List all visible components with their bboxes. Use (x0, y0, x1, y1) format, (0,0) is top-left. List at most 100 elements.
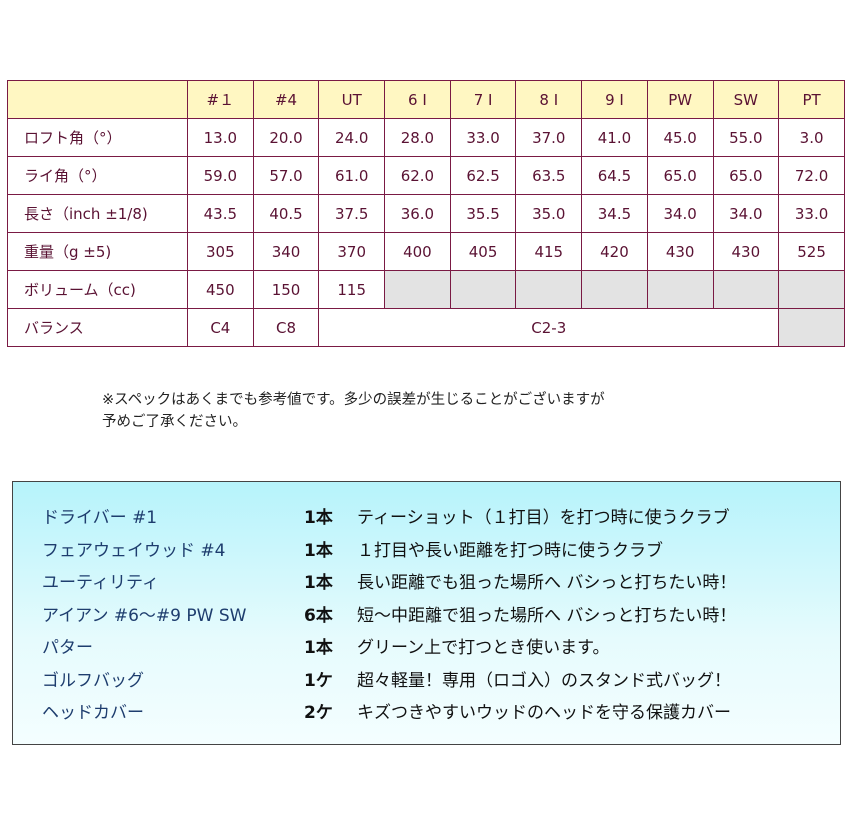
item-quantity: 1ケ (304, 670, 333, 691)
cell: 64.5 (581, 156, 648, 195)
item-name: ゴルフバッグ (42, 670, 144, 691)
col-header: 8 I (515, 80, 583, 119)
empty-cell (449, 270, 517, 309)
cell: 40.5 (252, 194, 320, 233)
cell: 34.0 (712, 194, 780, 233)
item-description: キズつきやすいウッドのヘッドを守る保護カバー (357, 703, 731, 723)
item-description: 超々軽量！専用（ロゴ入）のスタンド式バッグ！ (357, 670, 731, 691)
item-quantity: 1本 (304, 540, 333, 561)
cell: 35.0 (515, 194, 583, 233)
table-row: バランス C4 C8 C2-3 (7, 308, 845, 347)
cell: 305 (187, 232, 254, 271)
cell: 115 (318, 270, 386, 309)
cell: 65.0 (646, 156, 714, 195)
empty-cell (515, 270, 583, 309)
col-header: 9 I (581, 80, 648, 119)
item-description: 長い距離でも狙った場所へ バシっと打ちたい時！ (357, 573, 737, 593)
cell: 150 (252, 270, 320, 309)
item-quantity: 1本 (304, 508, 333, 528)
cell: 3.0 (778, 118, 845, 157)
cell: 34.0 (646, 194, 714, 233)
row-label: ボリューム（cc) (7, 270, 188, 309)
set-contents-box: ドライバー #1 1本 ティーショット（１打目）を打つ時に使うクラブフェアウェイウッ… (12, 481, 841, 745)
empty-cell (581, 270, 648, 309)
table-row: ロフト角（°） 13.0 20.0 24.0 28.0 33.0 37.0 41.0 45.0 5… (7, 118, 845, 157)
item-name: パター (42, 638, 93, 658)
cell: 36.0 (384, 194, 451, 233)
spec-note: ※スペックはあくまでも参考値です。多少の誤差が生じることがございますが 予めご了… (102, 389, 605, 433)
col-header: PT (778, 80, 845, 119)
cell: 415 (515, 232, 583, 271)
empty-cell (712, 270, 780, 309)
col-header: PW (646, 80, 714, 119)
cell: 62.0 (384, 156, 451, 195)
item-description: グリーン上で打つとき使います。 (357, 638, 610, 658)
table-row: 重量（g ±5) 305 340 370 400 405 415 420 430 430 525 (7, 232, 845, 271)
item-description: １打目や長い距離を打つ時に使うクラブ (357, 540, 663, 561)
cell: 57.0 (252, 156, 320, 195)
cell: 370 (318, 232, 386, 271)
item-description: ティーショット（１打目）を打つ時に使うクラブ (357, 508, 730, 528)
cell: 45.0 (646, 118, 714, 157)
col-header: #4 (252, 80, 320, 119)
cell: 450 (187, 270, 254, 309)
cell: 63.5 (515, 156, 583, 195)
cell: 430 (646, 232, 714, 271)
table-row: 長さ（inch ±1/8) 43.5 40.5 37.5 36.0 35.5 35.0 34.… (7, 194, 845, 233)
cell: 430 (712, 232, 780, 271)
cell: 28.0 (384, 118, 451, 157)
spec-table: #１ #4 UT 6 I 7 I 8 I 9 I PW SW PT ロフト角（°… (7, 80, 845, 347)
cell: 35.5 (449, 194, 517, 233)
item-quantity: 2ケ (304, 703, 333, 723)
cell: 33.0 (449, 118, 517, 157)
cell: 37.0 (515, 118, 583, 157)
cell: 24.0 (318, 118, 386, 157)
item-quantity: 6本 (304, 605, 333, 626)
cell: 33.0 (778, 194, 845, 233)
cell: 420 (581, 232, 648, 271)
cell: C8 (252, 308, 320, 347)
item-name: フェアウェイウッド #4 (42, 540, 226, 561)
table-header-row: #１ #4 UT 6 I 7 I 8 I 9 I PW SW PT (7, 80, 845, 119)
item-quantity: 1本 (304, 638, 333, 658)
row-label: バランス (7, 308, 188, 347)
cell: 340 (252, 232, 320, 271)
table-row: ボリューム（cc) 450 150 115 (7, 270, 845, 309)
table-row: ライ角（°） 59.0 57.0 61.0 62.0 62.5 63.5 64.5 65.0 65… (7, 156, 845, 195)
note-line: ※スペックはあくまでも参考値です。多少の誤差が生じることがございますが (102, 392, 605, 408)
row-label: 重量（g ±5) (7, 232, 188, 271)
col-header: UT (318, 80, 386, 119)
cell: 55.0 (712, 118, 780, 157)
cell: 13.0 (187, 118, 254, 157)
item-name: ドライバー #1 (42, 508, 158, 528)
cell: 41.0 (581, 118, 648, 157)
item-quantity: 1本 (304, 573, 333, 593)
empty-cell (778, 308, 845, 347)
item-name: ユーティリティ (42, 573, 159, 593)
row-label: ライ角（°） (7, 156, 188, 195)
cell: 43.5 (187, 194, 254, 233)
col-header: 6 I (384, 80, 451, 119)
cell: 61.0 (318, 156, 386, 195)
item-name: アイアン #6〜#9 PW SW (42, 605, 247, 626)
cell: 20.0 (252, 118, 320, 157)
cell: 525 (778, 232, 845, 271)
header-empty (7, 80, 188, 119)
col-header: SW (712, 80, 780, 119)
item-description: 短〜中距離で狙った場所へ バシっと打ちたい時！ (357, 605, 737, 626)
cell: 59.0 (187, 156, 254, 195)
cell: C2-3 (318, 308, 780, 347)
note-line: 予めご了承ください。 (102, 414, 247, 430)
cell: 405 (449, 232, 517, 271)
row-label: ロフト角（°） (7, 118, 188, 157)
cell: C4 (187, 308, 254, 347)
empty-cell (778, 270, 845, 309)
cell: 62.5 (449, 156, 517, 195)
cell: 34.5 (581, 194, 648, 233)
item-name: ヘッドカバー (42, 703, 144, 723)
row-label: 長さ（inch ±1/8) (7, 194, 188, 233)
cell: 37.5 (318, 194, 386, 233)
cell: 400 (384, 232, 451, 271)
cell: 72.0 (778, 156, 845, 195)
col-header: #１ (187, 80, 254, 119)
